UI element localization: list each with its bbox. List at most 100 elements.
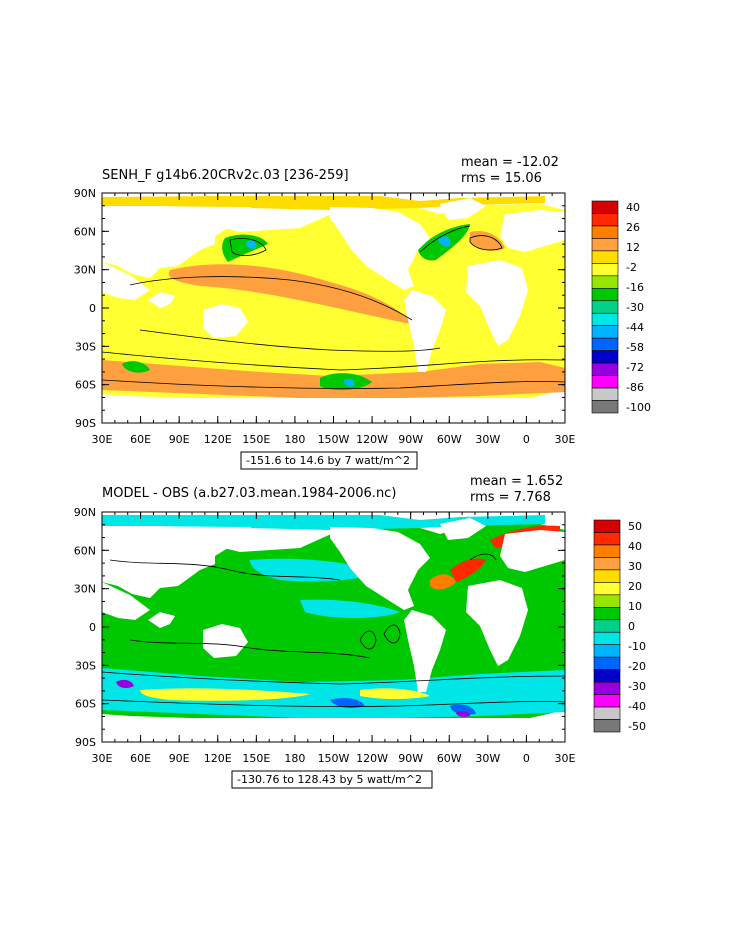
lat-tick-label: 30N bbox=[74, 264, 96, 277]
colorbar-segment bbox=[591, 238, 619, 252]
colorbar-label: -100 bbox=[626, 401, 651, 414]
panel-2-lat-labels: 90N 60N 30N 0 30S 60S 90S bbox=[74, 506, 96, 749]
colorbar-segment bbox=[593, 557, 621, 571]
panel-1-rms: rms = 15.06 bbox=[461, 171, 542, 186]
colorbar-label: -86 bbox=[626, 381, 644, 394]
panel-2-map bbox=[102, 512, 565, 742]
panel-2: MODEL - OBS (a.b27.03.mean.1984-2006.nc)… bbox=[74, 474, 646, 789]
colorbar-segment bbox=[593, 644, 621, 658]
panel-2-ticks bbox=[101, 511, 566, 743]
colorbar-label: -58 bbox=[626, 341, 644, 354]
colorbar-segment bbox=[591, 400, 619, 414]
colorbar-label: -72 bbox=[626, 361, 644, 374]
lat-tick-label: 30N bbox=[74, 583, 96, 596]
panel-1-contour-box bbox=[240, 451, 418, 470]
colorbar-label: -2 bbox=[626, 261, 637, 274]
colorbar-segment bbox=[591, 200, 619, 214]
lon-tick-label: 0 bbox=[523, 752, 530, 765]
colorbar-segment bbox=[591, 325, 619, 339]
panel-2-contours bbox=[102, 553, 565, 707]
panel-2-title: MODEL - OBS (a.b27.03.mean.1984-2006.nc) bbox=[102, 486, 396, 501]
colorbar-segment bbox=[591, 250, 619, 264]
colorbar-segment bbox=[593, 694, 621, 708]
colorbar-segment bbox=[591, 350, 619, 364]
lon-tick-label: 120W bbox=[356, 433, 388, 446]
panel-2-rms: rms = 7.768 bbox=[470, 490, 551, 505]
colorbar-segment bbox=[593, 532, 621, 546]
lat-tick-label: 90S bbox=[75, 417, 96, 430]
lon-tick-label: 30E bbox=[555, 752, 576, 765]
lon-tick-label: 30E bbox=[555, 433, 576, 446]
colorbar-segment bbox=[593, 594, 621, 608]
colorbar-segment bbox=[591, 312, 619, 327]
lon-tick-label: 180 bbox=[284, 752, 305, 765]
colorbar-segment bbox=[591, 362, 619, 376]
colorbar-label: -10 bbox=[628, 640, 646, 653]
colorbar-label: -30 bbox=[626, 301, 644, 314]
lon-tick-label: 60E bbox=[130, 752, 151, 765]
panel-2-contour-box bbox=[231, 770, 433, 789]
lat-tick-label: 90N bbox=[74, 187, 96, 200]
panel-1-colorbar: 40 26 12 -2 -16 -30 -44 -58 -72 -86 -100 bbox=[591, 200, 651, 414]
colorbar-segment bbox=[593, 631, 621, 646]
lon-tick-label: 120E bbox=[204, 433, 232, 446]
colorbar-segment bbox=[591, 337, 619, 351]
colorbar-segment bbox=[593, 706, 621, 720]
panel-1-arctic bbox=[102, 194, 545, 210]
panel-1-ticks bbox=[101, 192, 566, 424]
colorbar-segment bbox=[593, 669, 621, 683]
lon-tick-label: 150W bbox=[318, 433, 350, 446]
colorbar-segment bbox=[593, 519, 621, 533]
colorbar-label: -20 bbox=[628, 660, 646, 673]
lat-tick-label: 60S bbox=[75, 379, 96, 392]
lon-tick-label: 60W bbox=[437, 752, 462, 765]
lon-tick-label: 150W bbox=[318, 752, 350, 765]
panel-1-orange-band bbox=[168, 264, 415, 325]
lat-tick-label: 90S bbox=[75, 736, 96, 749]
lat-tick-label: 60N bbox=[74, 225, 96, 238]
colorbar-label: 50 bbox=[628, 520, 642, 533]
lon-tick-label: 90W bbox=[398, 433, 423, 446]
panel-2-mean: mean = 1.652 bbox=[470, 474, 563, 489]
colorbar-segment bbox=[593, 544, 621, 558]
lon-tick-label: 90E bbox=[169, 752, 190, 765]
lat-tick-label: 60N bbox=[74, 544, 96, 557]
lon-tick-label: 60E bbox=[130, 433, 151, 446]
colorbar-segment bbox=[593, 582, 621, 596]
colorbar-segment bbox=[593, 656, 621, 670]
panel-1-lat-labels: 90N 60N 30N 0 30S 60S 90S bbox=[74, 187, 96, 430]
lat-tick-label: 30S bbox=[75, 340, 96, 353]
lon-tick-label: 60W bbox=[437, 433, 462, 446]
colorbar-label: -30 bbox=[628, 680, 646, 693]
colorbar-segment bbox=[593, 681, 621, 695]
panel-1-contour-label: -151.6 to 14.6 by 7 watt/m^2 bbox=[246, 454, 410, 467]
colorbar-segment bbox=[593, 569, 621, 583]
colorbar-label: 20 bbox=[628, 580, 642, 593]
panel-1-green-so bbox=[122, 361, 372, 391]
panel-1-mean: mean = -12.02 bbox=[461, 155, 559, 170]
lon-tick-label: 90W bbox=[398, 752, 423, 765]
lat-tick-label: 30S bbox=[75, 659, 96, 672]
lon-tick-label: 150E bbox=[242, 433, 270, 446]
panel-2-lon-labels: 30E 60E 90E 120E 150E 180 150W 120W 90W 60W 30W 0 30… bbox=[92, 752, 576, 765]
colorbar-label: -44 bbox=[626, 321, 644, 334]
panel-2-arctic bbox=[102, 514, 545, 530]
colorbar-segment bbox=[593, 719, 621, 733]
colorbar-label: 30 bbox=[628, 560, 642, 573]
panel-1: SENH_F g14b6.20CRv2c.03 [236-259] mean =… bbox=[74, 155, 651, 470]
panel-1-title: SENH_F g14b6.20CRv2c.03 [236-259] bbox=[102, 168, 349, 183]
lat-tick-label: 0 bbox=[89, 621, 96, 634]
colorbar-segment bbox=[591, 213, 619, 227]
colorbar-segment bbox=[591, 263, 619, 277]
colorbar-segment bbox=[591, 387, 619, 401]
lon-tick-label: 0 bbox=[523, 433, 530, 446]
panel-1-contours bbox=[102, 225, 565, 389]
lon-tick-label: 120E bbox=[204, 752, 232, 765]
panel-2-ocean bbox=[102, 524, 565, 722]
colorbar-segment bbox=[591, 225, 619, 239]
colorbar-label: 26 bbox=[626, 221, 640, 234]
lon-tick-label: 150E bbox=[242, 752, 270, 765]
colorbar-label: 40 bbox=[628, 540, 642, 553]
lon-tick-label: 120W bbox=[356, 752, 388, 765]
